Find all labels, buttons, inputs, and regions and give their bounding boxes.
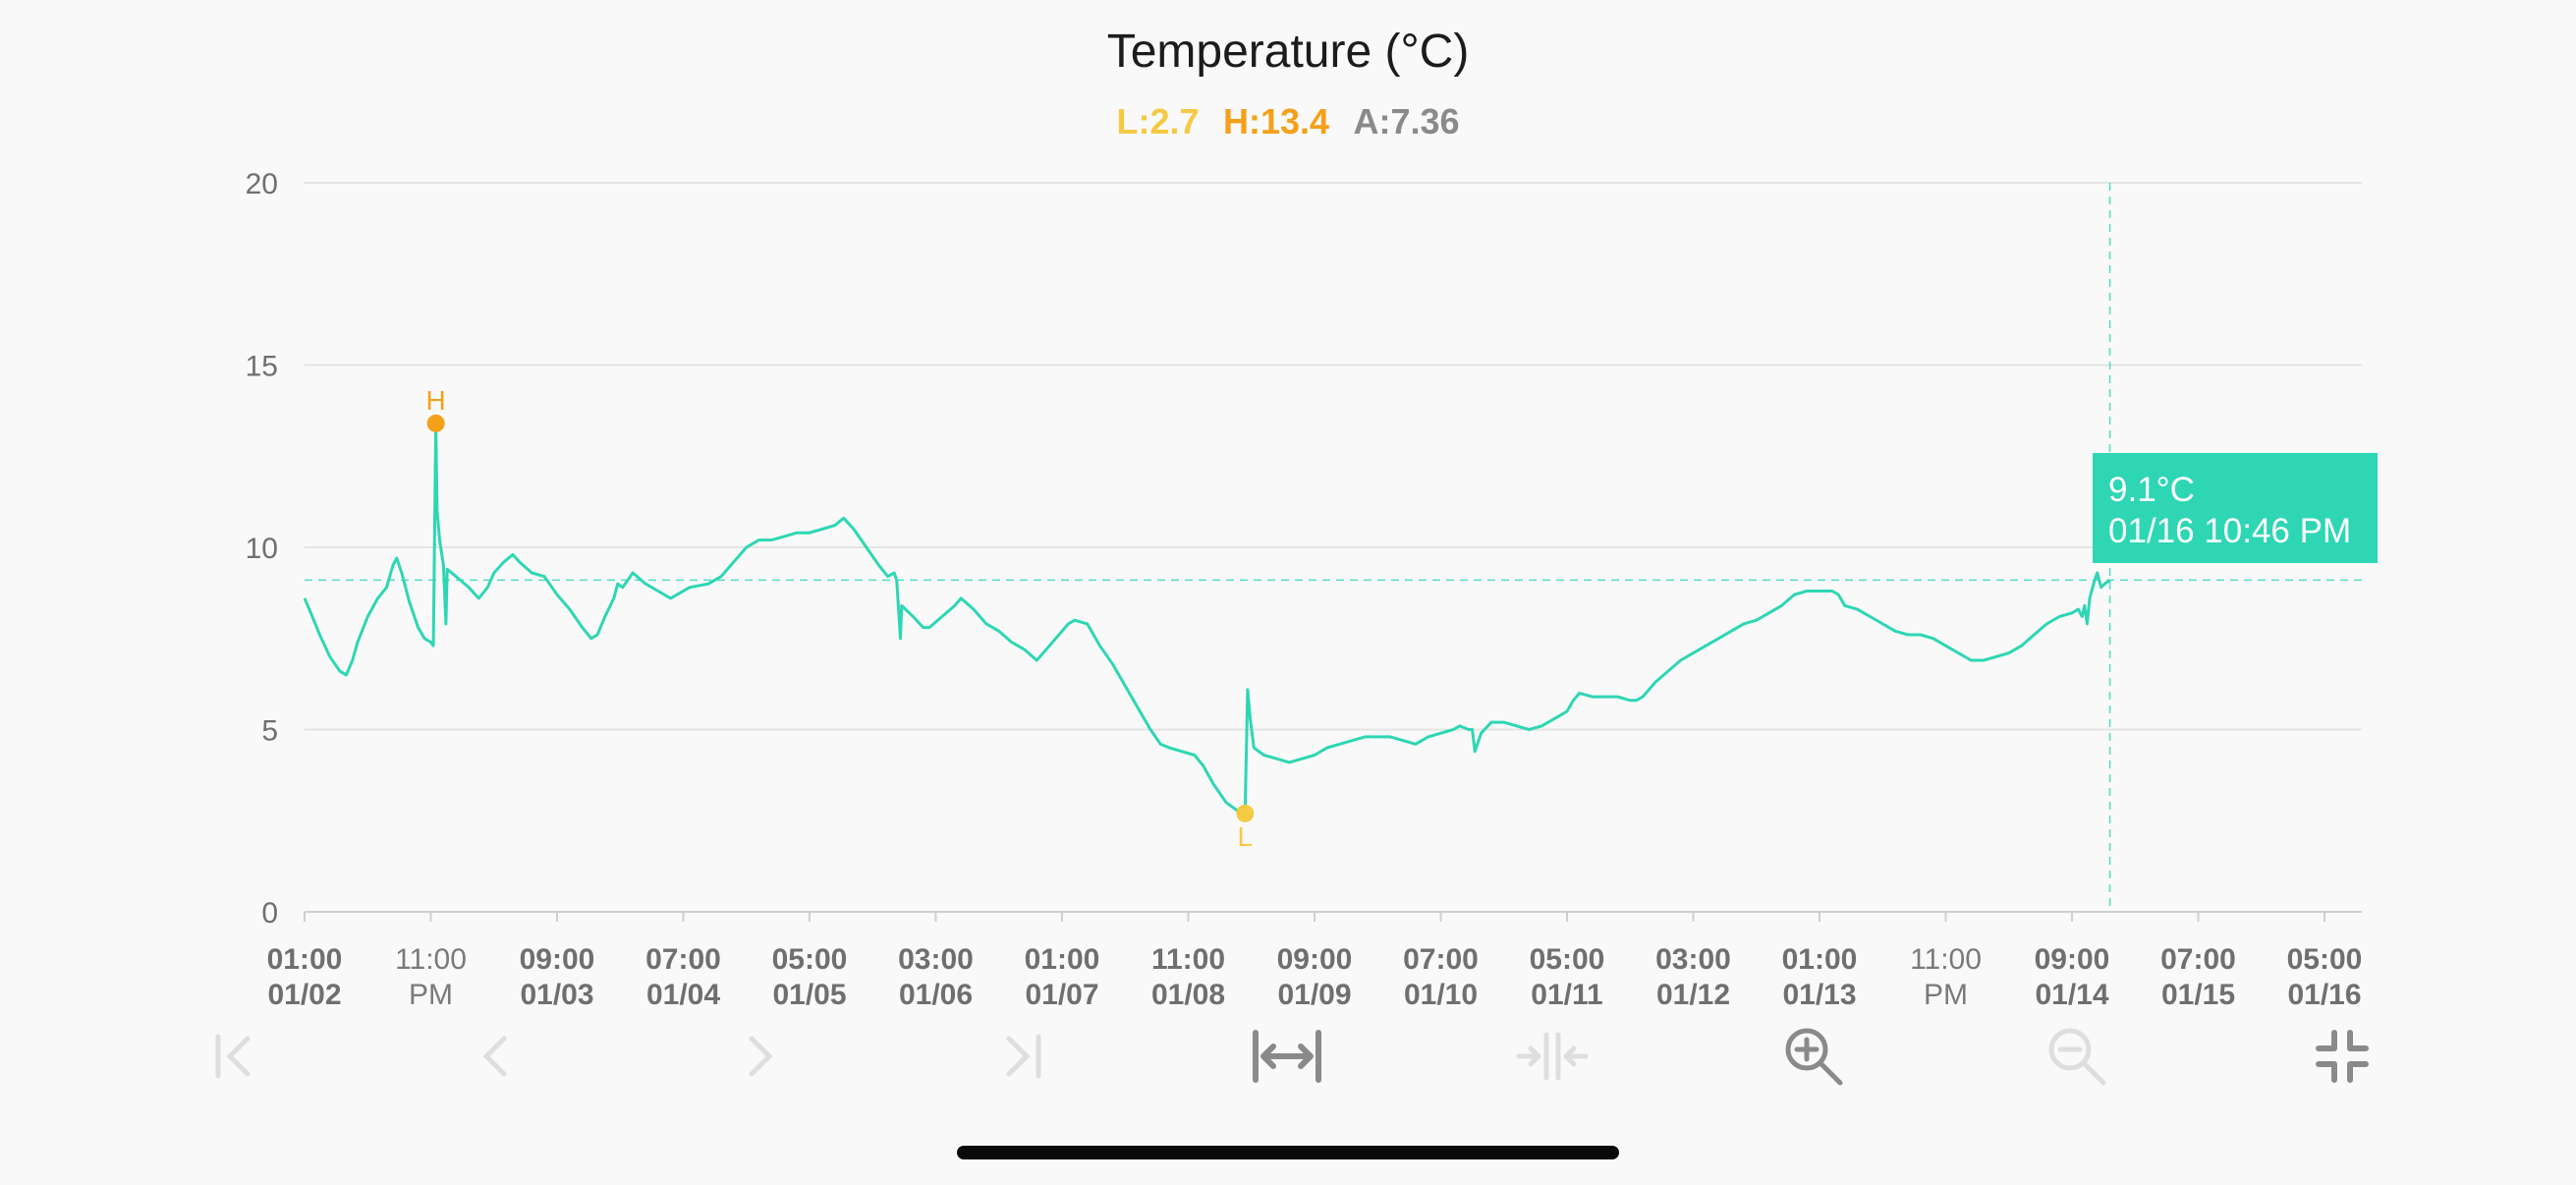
x-tick-time: 01:00 [267,943,343,976]
x-tick-date: 01/05 [772,979,846,1011]
y-tick-label: 15 [246,351,278,383]
low-marker-dot[interactable] [1236,804,1255,822]
low-stat: L:2.7 [1116,101,1199,141]
fit-width-icon [1253,1030,1321,1083]
zoom-out-icon [2048,1028,2106,1086]
y-tick-label: 5 [261,715,278,748]
x-tick-date: 01/14 [2035,979,2108,1011]
x-tick-time: 01:00 [1782,943,1858,976]
next-button[interactable] [720,1022,799,1091]
y-tick-label: 0 [261,897,278,930]
zoom-in-button[interactable] [1774,1022,1853,1091]
x-tick-date: 01/04 [646,979,720,1011]
x-tick-time: 05:00 [772,943,848,976]
x-tick-date: PM [1924,979,1968,1011]
x-tick-date: 01/09 [1277,979,1351,1011]
average-stat: A:7.36 [1353,101,1459,141]
x-tick-date: 01/08 [1151,979,1225,1011]
stats-line: L:2.7 H:13.4 A:7.36 [1116,101,1459,141]
x-tick-date: 01/07 [1025,979,1098,1011]
collapse-width-icon [1516,1032,1589,1081]
low-marker-label: L [1238,821,1254,852]
x-tick-time: 11:00 [1910,943,1982,976]
x-tick-time: 01:00 [1025,943,1100,976]
first-page-icon [215,1034,251,1079]
x-tick-date: 01/12 [1656,979,1730,1011]
x-tick-time: 07:00 [645,943,721,976]
x-tick-date: 01/13 [1782,979,1856,1011]
home-indicator [957,1146,1619,1159]
grid-lines [305,182,2362,913]
exit-fullscreen-icon [2316,1030,2369,1083]
markers[interactable]: HL [426,385,1255,852]
y-axis: 0 5 10 15 20 [246,168,278,930]
zoom-in-icon [1785,1028,1843,1086]
tooltip-box [2093,453,2378,563]
x-tick-time: 11:00 [395,943,467,976]
high-marker-label: H [426,385,446,416]
temperature-series-line [303,422,2111,816]
last-page-icon [1006,1034,1041,1079]
x-tick-time: 11:00 [1151,943,1225,976]
x-axis: 01:0001/0211:00PM09:0001/0307:0001/0405:… [267,912,2363,1011]
high-stat: H:13.4 [1223,101,1329,141]
chart-toolbar [0,1022,2576,1091]
tooltip-value: 9.1°C [2108,471,2195,509]
x-tick-time: 05:00 [1530,943,1605,976]
x-tick-date: 01/06 [899,979,973,1011]
y-tick-label: 10 [246,533,278,565]
zoom-out-button[interactable] [2038,1022,2116,1091]
x-tick-date: 01/10 [1404,979,1478,1011]
collapse-width-button[interactable] [1513,1022,1592,1091]
x-tick-time: 09:00 [520,943,595,976]
x-tick-date: 01/03 [520,979,593,1011]
tooltip: 9.1°C 01/16 10:46 PM [2093,453,2378,563]
tooltip-time: 01/16 10:46 PM [2108,512,2351,550]
x-tick-date: PM [409,979,453,1011]
x-tick-date: 01/16 [2287,979,2361,1011]
x-tick-date: 01/15 [2161,979,2235,1011]
x-tick-time: 03:00 [898,943,974,976]
x-tick-date: 01/11 [1531,979,1602,1011]
x-tick-time: 07:00 [2160,943,2236,976]
y-tick-label: 20 [246,168,278,200]
high-marker-dot[interactable] [426,414,445,432]
x-tick-date: 01/02 [267,979,341,1011]
previous-icon [482,1036,507,1077]
x-tick-time: 09:00 [1277,943,1353,976]
x-tick-time: 05:00 [2287,943,2363,976]
last-page-button[interactable] [983,1022,1062,1091]
first-page-button[interactable] [195,1022,273,1091]
exit-fullscreen-button[interactable] [2303,1022,2381,1091]
fit-width-button[interactable] [1248,1022,1326,1091]
x-tick-time: 09:00 [2035,943,2110,976]
chart-title: Temperature (°C) [1107,26,1470,78]
previous-button[interactable] [457,1022,535,1091]
x-tick-time: 03:00 [1655,943,1731,976]
x-tick-time: 07:00 [1403,943,1479,976]
next-icon [749,1036,773,1077]
